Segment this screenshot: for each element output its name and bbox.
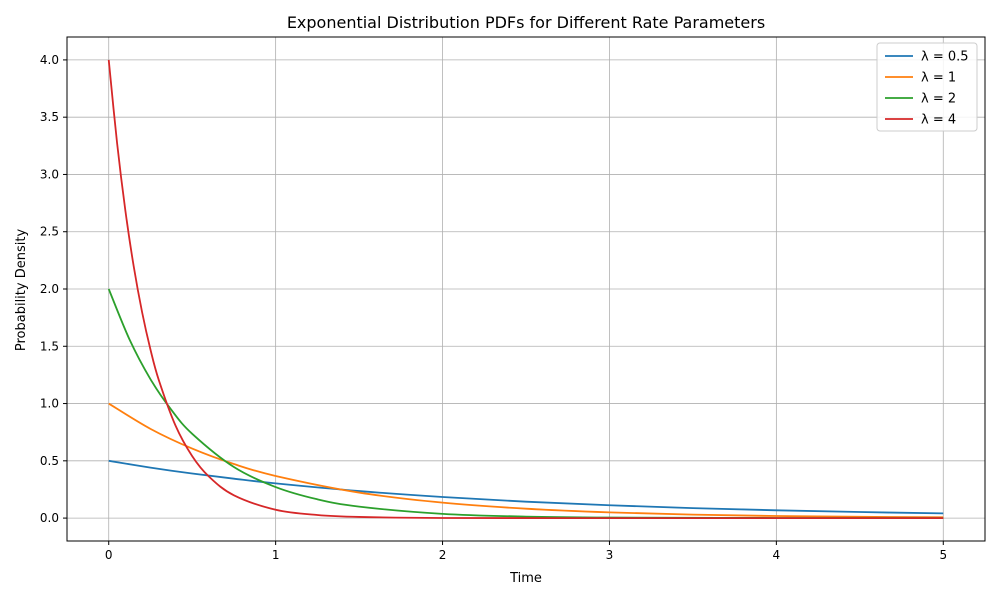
x-tick-label: 3 (606, 548, 614, 562)
series-line-3 (107, 59, 944, 519)
axis-ticks: 0 1 2 3 4 5 0.0 0.5 1.0 1.5 2.0 2.5 3.0 3.5 4.0 (40, 53, 947, 562)
y-tick-label: 3.0 (40, 167, 59, 181)
x-tick-label: 4 (773, 548, 781, 562)
y-axis-label: Probability Density (14, 229, 29, 352)
y-tick-label: 2.0 (40, 282, 59, 296)
series-lines (107, 59, 944, 519)
legend-label: λ = 0.5 (921, 50, 969, 65)
series-line-1 (108, 402, 944, 519)
legend-box (876, 42, 978, 132)
legend-label: λ = 2 (921, 92, 956, 107)
y-tick-label: 4.0 (40, 53, 59, 67)
legend-label: λ = 4 (921, 113, 956, 128)
y-tick-label: 3.5 (40, 110, 59, 124)
legend: λ = 0.5 λ = 1 λ = 2 λ = 4 (876, 42, 978, 132)
series-line-0 (108, 459, 944, 515)
y-tick-label: 2.5 (40, 225, 59, 239)
y-tick-label: 0.5 (40, 454, 59, 468)
legend-label: λ = 1 (921, 71, 956, 86)
chart-title: Exponential Distribution PDFs for Differ… (287, 13, 765, 32)
y-tick-label: 1.5 (40, 339, 59, 353)
x-axis-label: Time (509, 571, 542, 586)
y-tick-label: 1.0 (40, 397, 59, 411)
y-tick-label: 0.0 (40, 511, 59, 525)
x-tick-label: 2 (439, 548, 447, 562)
x-tick-label: 1 (272, 548, 280, 562)
x-tick-label: 5 (939, 548, 947, 562)
x-tick-label: 0 (105, 548, 113, 562)
